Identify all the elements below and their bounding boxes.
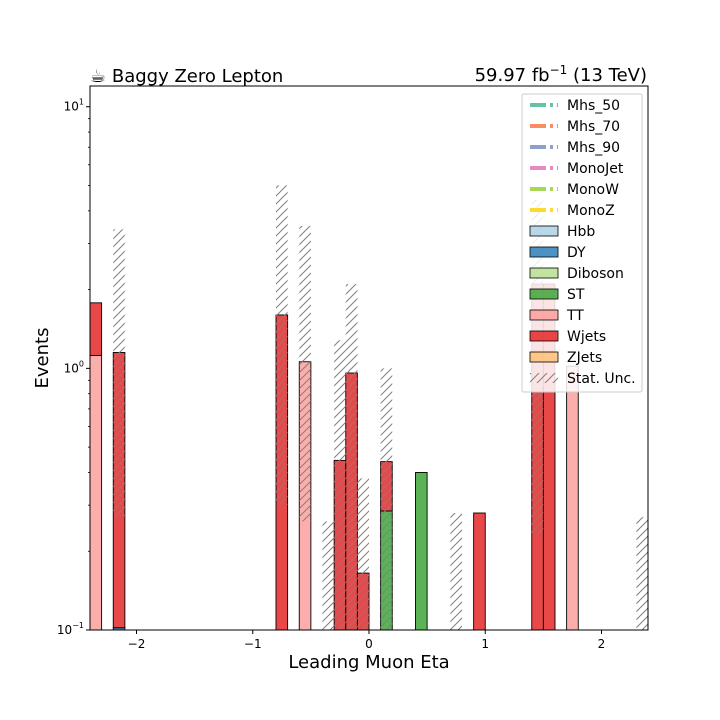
y-tick-label: 10−1 (57, 621, 84, 637)
bar-tt (89, 355, 103, 631)
stat-unc-band (322, 521, 335, 630)
stat-unc-band (276, 185, 288, 506)
legend-label-tt: TT (566, 308, 584, 324)
legend-label-mhs-50: Mhs_50 (567, 98, 620, 114)
chart-luminosity-label: 59.97 fb−1 (13 TeV) (475, 63, 647, 86)
x-tick-label: 1 (481, 637, 489, 651)
legend: Mhs_50 Mhs_70 Mhs_90 MonoJet MonoW MonoZ Hbb DY… (521, 93, 643, 393)
bar-wjets (473, 512, 486, 631)
legend-label-dy: DY (567, 245, 586, 261)
legend-swatch-wjets (529, 330, 559, 342)
x-axis-ticks: −2 −1 0 1 2 (128, 630, 606, 651)
x-axis-label: Leading Muon Eta (288, 652, 449, 673)
x-tick-label: 2 (598, 637, 606, 651)
y-axis-label: Events (32, 328, 53, 389)
bar-tt (566, 365, 579, 631)
chart-title: ☕ Baggy Zero Lepton (90, 66, 283, 87)
x-tick-label: −1 (244, 637, 262, 651)
legend-label-mhs-70: Mhs_70 (567, 119, 620, 135)
legend-label-st: ST (567, 287, 585, 303)
legend-swatch-zjets (529, 351, 559, 363)
legend-swatch-tt (529, 309, 559, 321)
legend-label-monojet: MonoJet (567, 161, 624, 177)
x-tick-label: 0 (365, 637, 373, 651)
legend-label-stat-unc: Stat. Unc. (567, 371, 636, 387)
legend-label-mhs-90: Mhs_90 (567, 140, 620, 156)
legend-label-diboson: Diboson (567, 266, 624, 282)
y-tick-label: 100 (64, 359, 84, 375)
legend-swatch-hbb (529, 225, 559, 237)
legend-label-monow: MonoW (567, 182, 619, 198)
legend-label-monoz: MonoZ (567, 203, 615, 219)
stat-unc-band (380, 368, 393, 630)
stat-unc-band (345, 284, 358, 630)
legend-swatch-diboson (529, 267, 559, 279)
y-axis-ticks: 10−1 100 101 (57, 98, 90, 637)
legend-label-wjets: Wjets (567, 329, 606, 345)
stat-unc-band (357, 478, 369, 630)
stat-unc-band (636, 517, 648, 630)
legend-swatch-stat-unc (530, 373, 558, 383)
legend-label-zjets: ZJets (567, 350, 602, 366)
legend-swatch-st (529, 288, 559, 300)
legend-box (521, 93, 643, 393)
x-tick-label: −2 (128, 637, 146, 651)
bar-wjets (89, 302, 103, 356)
y-tick-label: 101 (64, 98, 84, 114)
stat-unc-band (113, 229, 125, 518)
stat-unc-band (450, 513, 462, 630)
bar-st (415, 472, 428, 631)
legend-label-hbb: Hbb (567, 224, 595, 240)
stat-unc-band (299, 226, 311, 522)
legend-swatch-dy (529, 246, 559, 258)
stat-unc-band (334, 340, 346, 630)
